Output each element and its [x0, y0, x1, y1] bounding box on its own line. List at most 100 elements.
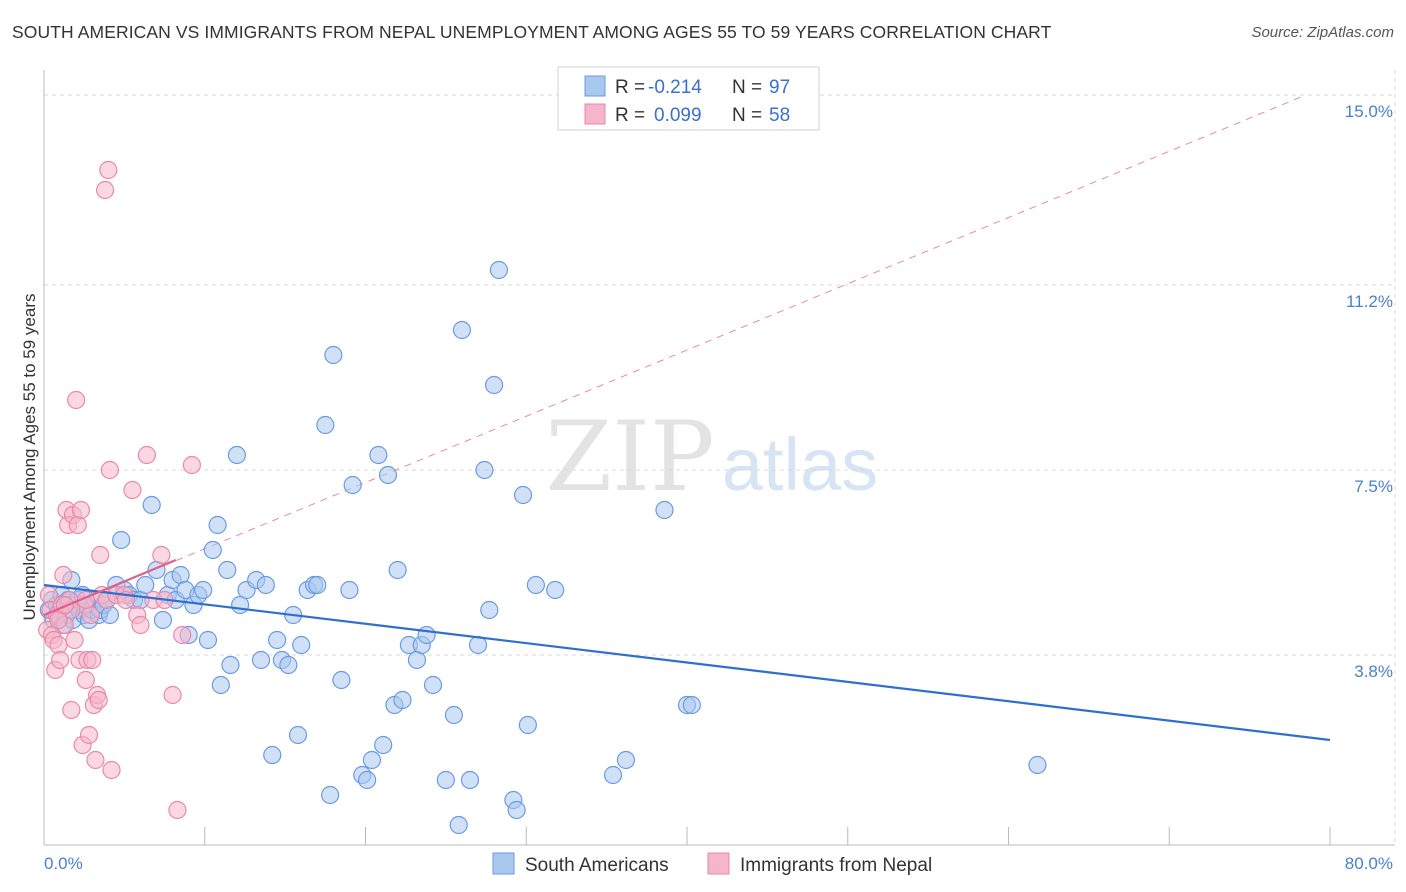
south-americans-point	[449, 815, 468, 835]
south-americans-point	[332, 670, 351, 690]
nepal-immigrants-point	[99, 160, 118, 180]
legend-swatch-blue	[584, 75, 606, 97]
grid	[44, 70, 1396, 845]
south-americans-point	[343, 475, 362, 495]
nepal-immigrants-point	[76, 670, 95, 690]
legend-n-value-pink: 58	[769, 105, 790, 126]
south-americans-point	[513, 485, 533, 505]
nepal-immigrants-point	[49, 635, 68, 655]
y-tick-label: 3.8%	[1354, 662, 1393, 681]
south-americans-point	[100, 605, 120, 625]
legend-n-label-pink: N =	[732, 105, 762, 126]
south-americans-point	[489, 260, 509, 280]
south-americans-point	[153, 610, 173, 630]
watermark-zip: ZIP	[545, 401, 714, 513]
south-americans-point	[136, 575, 155, 595]
nepal-immigrants-point	[102, 760, 121, 780]
nepal-immigrants-point	[67, 390, 86, 410]
south-americans-point	[1028, 755, 1047, 775]
nepal-immigrants-point	[79, 725, 99, 745]
trend-lines	[43, 94, 1307, 616]
chart-source: Source: ZipAtlas.com	[1251, 24, 1394, 41]
south-americans-point	[263, 745, 282, 765]
south-americans-point	[267, 630, 287, 650]
south-americans-point	[227, 445, 246, 465]
legend-n-label-blue: N =	[732, 77, 762, 98]
south-americans-point	[407, 650, 427, 670]
legend-swatch-pink	[584, 103, 606, 125]
nepal-immigrants-point	[123, 480, 142, 500]
south-americans-point	[378, 465, 398, 485]
legend-r-label-pink: R =	[615, 105, 645, 126]
south-americans-point	[321, 785, 340, 805]
bottom-legend-swatch-blue	[492, 852, 515, 875]
south-americans-point	[444, 705, 464, 725]
legend-r-value-pink: 0.099	[654, 105, 702, 126]
south-americans-point	[292, 635, 311, 655]
legend-n-value-blue: 97	[769, 77, 790, 98]
south-americans-point	[203, 540, 222, 560]
south-americans-point	[171, 565, 190, 585]
south-americans-point	[324, 345, 343, 365]
y-tick-label: 7.5%	[1354, 477, 1393, 496]
south-americans-point	[112, 530, 131, 550]
bottom-legend-label-pink: Immigrants from Nepal	[740, 855, 932, 876]
nepal-immigrants-point	[50, 650, 70, 670]
south-americans-point	[362, 750, 382, 770]
south-americans-point	[142, 495, 161, 515]
nepal-immigrants-trend-line	[43, 558, 177, 617]
legend: R = -0.214 N = 97 R = 0.099 N = 58	[557, 66, 820, 131]
south-americans-point	[251, 650, 271, 670]
south-americans-point	[417, 625, 436, 645]
south-americans-point	[616, 750, 636, 770]
south-americans-point	[682, 695, 701, 715]
y-axis-label: Unemployment Among Ages 55 to 59 years	[20, 294, 39, 621]
chart-title: SOUTH AMERICAN VS IMMIGRANTS FROM NEPAL …	[12, 22, 1052, 42]
pink-trend-extension	[43, 94, 1307, 616]
south-americans-trend-line	[43, 583, 1331, 742]
x-tick-label-min: 0.0%	[44, 854, 83, 873]
south-americans-point	[218, 560, 237, 580]
south-americans-point	[655, 500, 674, 520]
south-americans-point	[288, 725, 308, 745]
nepal-immigrants-point	[62, 700, 81, 720]
nepal-immigrants-point	[182, 455, 201, 475]
south-americans-point	[526, 575, 545, 595]
nepal-immigrants-point	[89, 690, 108, 710]
nepal-immigrants-point	[91, 545, 110, 565]
south-americans-point	[316, 415, 335, 435]
south-americans-point	[221, 655, 240, 675]
watermark-atlas: atlas	[722, 423, 878, 506]
south-americans-point	[374, 735, 393, 755]
south-americans-point	[546, 580, 565, 600]
south-americans-point	[603, 765, 623, 785]
legend-r-label-blue: R =	[615, 77, 645, 98]
south-americans-point	[480, 600, 499, 620]
south-americans-point	[460, 770, 480, 790]
nepal-immigrants-point	[81, 605, 100, 625]
nepal-immigrants-point	[168, 800, 187, 820]
nepal-immigrants-point	[71, 500, 91, 520]
south-americans-point	[485, 375, 504, 395]
nepal-immigrants-point	[100, 460, 120, 480]
south-americans-point	[211, 675, 230, 695]
south-americans-point	[518, 715, 537, 735]
nepal-immigrants-point	[152, 545, 171, 565]
y-tick-label: 15.0%	[1345, 102, 1393, 121]
nepal-immigrants-point	[83, 650, 102, 670]
south-americans-point	[208, 515, 227, 535]
bottom-legend-swatch-pink	[707, 852, 730, 875]
nepal-immigrants-point	[95, 180, 115, 200]
south-americans-point	[358, 770, 377, 790]
south-americans-point	[279, 655, 298, 675]
south-americans-point	[388, 560, 407, 580]
x-tick-label-max: 80.0%	[1345, 854, 1393, 873]
south-americans-point	[194, 580, 213, 600]
y-tick-label: 11.2%	[1346, 292, 1393, 311]
nepal-immigrants-point	[68, 515, 87, 535]
nepal-immigrants-point	[173, 625, 192, 645]
south-americans-point	[340, 580, 359, 600]
nepal-immigrants-point	[49, 610, 68, 630]
nepal-immigrants-point	[137, 445, 156, 465]
